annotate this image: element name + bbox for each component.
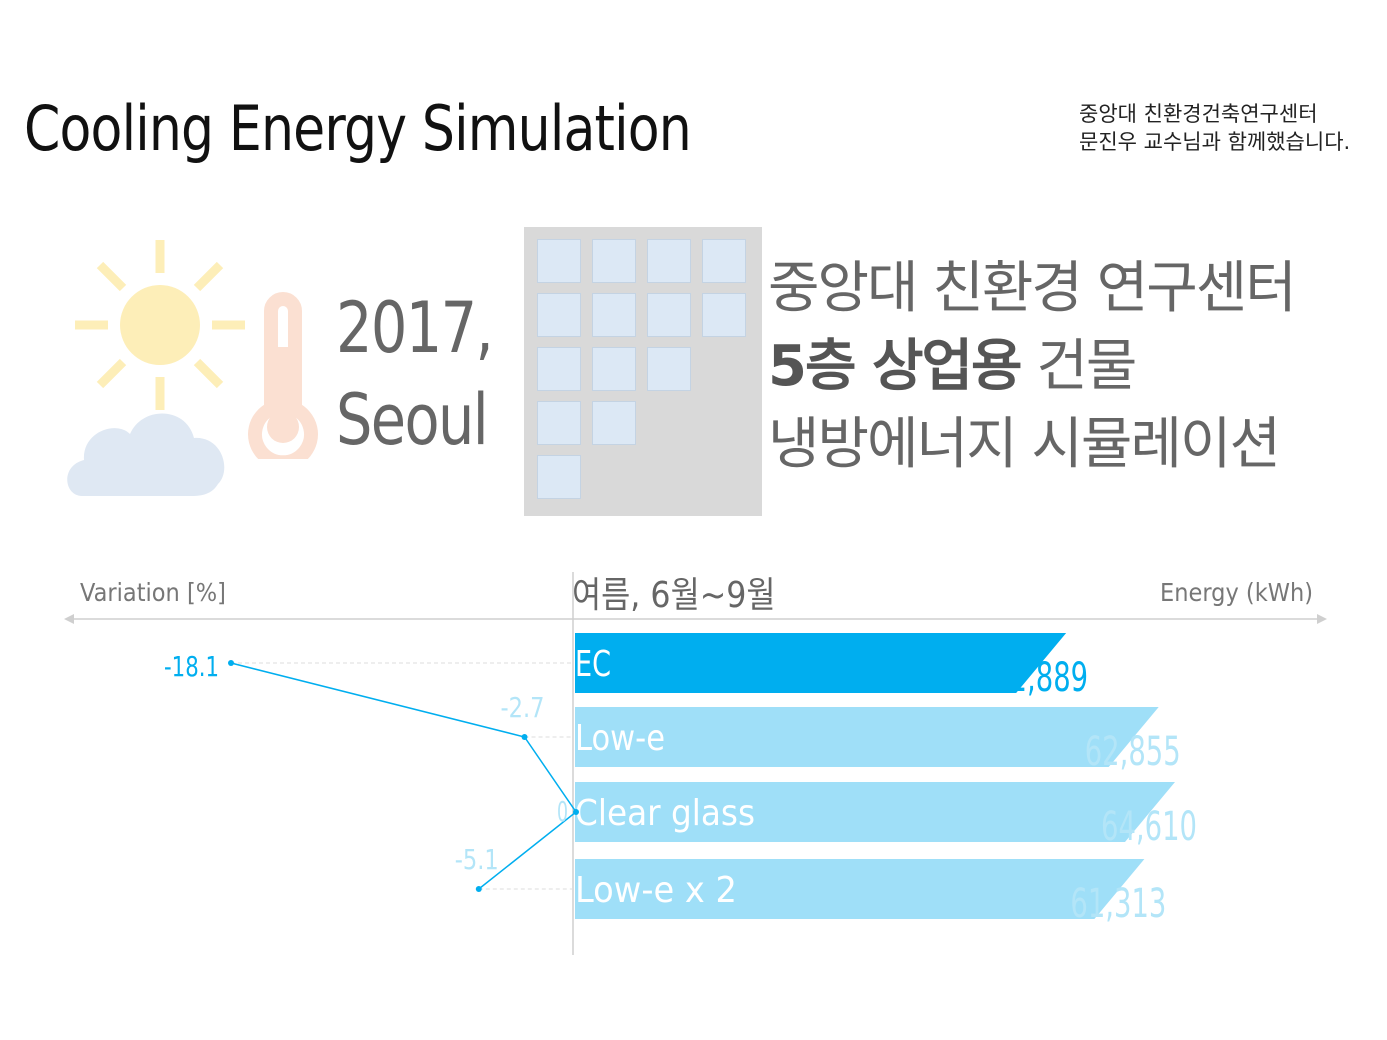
variation-value-label: -5.1: [455, 843, 499, 876]
window: [702, 293, 746, 337]
energy-value-label: 52,889: [992, 655, 1088, 701]
window: [647, 347, 691, 391]
category-label: EC: [575, 644, 611, 685]
window: [537, 455, 581, 499]
city-label: Seoul: [336, 379, 489, 461]
category-label: Low-e x 2: [575, 870, 737, 911]
energy-value-label: 62,855: [1085, 729, 1181, 775]
year-label: 2017,: [336, 287, 494, 369]
building-description: 중앙대 친환경 연구센터 5층 상업용 건물 냉방에너지 시뮬레이션: [768, 250, 1297, 484]
year-city: 2017, Seoul: [336, 282, 494, 466]
thermometer-icon: [248, 292, 318, 459]
energy-bar: [575, 859, 1145, 919]
energy-bar: [575, 782, 1175, 842]
variation-point: [521, 734, 528, 740]
desc-line-2-bold: 5층 상업용: [768, 334, 1023, 399]
period-label: 여름, 6월~9월: [572, 575, 776, 616]
variation-value-label: -2.7: [501, 691, 545, 724]
window: [537, 239, 581, 283]
desc-line-2: 5층 상업용 건물: [768, 328, 1295, 406]
axis-right-arrow: [1317, 614, 1327, 624]
window: [647, 293, 691, 337]
window: [537, 347, 581, 391]
variation-value-label: -18.1: [164, 650, 219, 683]
cloud-icon: [67, 413, 225, 496]
variation-axis-label: Variation [%]: [80, 578, 226, 607]
credit-note: 중앙대 친환경건축연구센터 문진우 교수님과 함께했습니다.: [1079, 100, 1369, 156]
credit-line-2: 문진우 교수님과 함께했습니다.: [1079, 130, 1351, 154]
window: [592, 239, 636, 283]
page-title: Cooling Energy Simulation: [24, 92, 692, 165]
window: [592, 347, 636, 391]
variation-line: [230, 662, 578, 890]
window: [647, 239, 691, 283]
energy-value-label: 61,313: [1070, 881, 1166, 927]
energy-bar: [575, 633, 1067, 693]
energy-value-label: 64,610: [1101, 804, 1197, 850]
energy-bar: [575, 707, 1159, 767]
desc-line-1: 중앙대 친환경 연구센터: [768, 256, 1297, 321]
window: [592, 293, 636, 337]
axis-left-arrow: [64, 614, 74, 624]
category-label: Clear glass: [575, 793, 755, 834]
window: [537, 401, 581, 445]
category-label: Low-e: [575, 718, 665, 759]
window: [702, 239, 746, 283]
variation-value-label: 0: [557, 795, 568, 828]
variation-point: [475, 886, 482, 892]
sun-icon: [75, 240, 245, 410]
desc-line-3: 냉방에너지 시뮬레이션: [768, 412, 1281, 477]
credit-line-1: 중앙대 친환경건축연구센터: [1079, 102, 1318, 126]
desc-line-2-rest: 건물: [1020, 334, 1137, 399]
window: [592, 401, 636, 445]
window: [537, 293, 581, 337]
variation-point: [573, 809, 579, 815]
energy-axis-label: Energy (kWh): [1159, 578, 1313, 607]
building-icon: [524, 227, 762, 516]
variation-point: [228, 660, 234, 666]
